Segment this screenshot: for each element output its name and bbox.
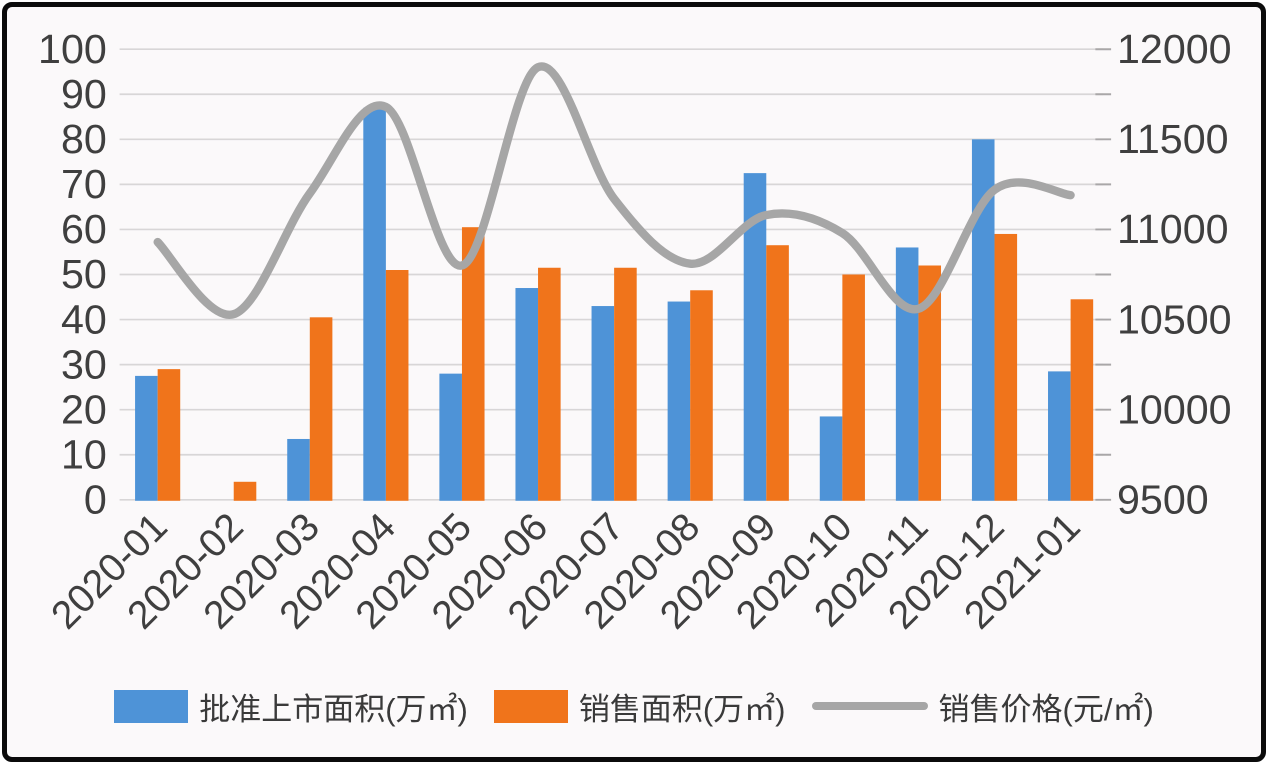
bar-approved_area-2020-10 bbox=[819, 416, 843, 501]
bar-sales_area-2020-12 bbox=[994, 233, 1018, 501]
bar-approved_area-2020-03 bbox=[287, 438, 310, 501]
bar-sales_area-2020-01 bbox=[157, 369, 181, 501]
bar-approved_area-2020-01 bbox=[135, 375, 158, 501]
legend-swatch-approved-area bbox=[114, 689, 189, 723]
bar-approved_area-2020-11 bbox=[895, 247, 919, 501]
bar-approved_area-2020-05 bbox=[439, 373, 462, 501]
bar-sales_area-2020-06 bbox=[538, 267, 561, 501]
bar-approved_area-2020-12 bbox=[971, 139, 995, 501]
right-axis-tick-label: 11000 bbox=[1117, 206, 1229, 252]
price-line bbox=[153, 62, 1075, 319]
bar-sales_area-2020-08 bbox=[690, 290, 713, 501]
sales-price-line bbox=[153, 62, 1075, 319]
chart-legend: 批准上市面积(万㎡) 销售面积(万㎡) 销售价格(元/㎡) bbox=[7, 683, 1261, 729]
x-axis-labels: 2020-012020-022020-032020-042020-052020-… bbox=[43, 505, 1089, 638]
legend-label-sales-area: 销售面积(万㎡) bbox=[578, 691, 786, 727]
right-axis-tick-label: 12000 bbox=[1117, 26, 1232, 72]
right-axis-minor-ticks bbox=[1095, 48, 1112, 501]
legend-swatch-sales-area bbox=[493, 689, 568, 723]
right-axis-tick-label: 10500 bbox=[1117, 296, 1232, 342]
bar-approved_area-2021-01 bbox=[1048, 371, 1071, 501]
bar-sales_area-2021-01 bbox=[1070, 299, 1094, 501]
right-axis-labels: 9500 10000 10500 11000 11500 12000 bbox=[1117, 26, 1232, 523]
bar-sales_area-2020-03 bbox=[309, 317, 333, 501]
left-axis-tick-label: 60 bbox=[61, 206, 107, 252]
left-axis-tick-label: 100 bbox=[38, 26, 107, 72]
left-axis-tick-label: 20 bbox=[61, 386, 107, 432]
right-axis-tick-label: 10000 bbox=[1117, 386, 1232, 432]
bar-sales_area-2020-05 bbox=[461, 227, 485, 501]
right-axis-tick-label: 11500 bbox=[1117, 116, 1229, 162]
legend-swatch-sales-price-line bbox=[811, 702, 928, 710]
bar-sales_area-2020-10 bbox=[842, 274, 865, 501]
legend-item-sales-price: 销售价格(元/㎡) bbox=[811, 684, 1154, 729]
bar-sales_area-2020-02 bbox=[233, 481, 257, 501]
bar-sales_area-2020-04 bbox=[385, 270, 409, 501]
bar-sales_area-2020-09 bbox=[766, 245, 789, 501]
bars-sales-area bbox=[157, 227, 1094, 501]
bar-approved_area-2020-08 bbox=[667, 301, 691, 501]
bar-approved_area-2020-06 bbox=[515, 288, 539, 501]
legend-label-sales-price: 销售价格(元/㎡) bbox=[938, 691, 1154, 727]
left-axis-tick-label: 80 bbox=[61, 116, 107, 162]
bar-approved_area-2020-04 bbox=[363, 107, 386, 501]
bar-sales_area-2020-11 bbox=[918, 265, 942, 501]
left-axis-tick-label: 40 bbox=[61, 296, 107, 342]
legend-item-approved-area: 批准上市面积(万㎡) bbox=[114, 684, 468, 729]
legend-label-approved-area: 批准上市面积(万㎡) bbox=[199, 691, 468, 727]
left-axis-tick-label: 50 bbox=[61, 251, 107, 297]
legend-item-sales-area: 销售面积(万㎡) bbox=[493, 684, 786, 729]
bar-approved_area-2020-09 bbox=[743, 173, 767, 501]
left-axis-tick-label: 10 bbox=[61, 431, 107, 477]
left-axis-tick-label: 30 bbox=[61, 341, 107, 387]
left-axis-tick-label: 0 bbox=[84, 477, 107, 523]
bar-approved_area-2020-07 bbox=[591, 306, 615, 501]
left-axis-tick-label: 90 bbox=[61, 71, 107, 117]
left-axis-tick-label: 70 bbox=[61, 161, 107, 207]
right-axis-tick-label: 9500 bbox=[1117, 477, 1209, 523]
bar-sales_area-2020-07 bbox=[614, 267, 637, 501]
